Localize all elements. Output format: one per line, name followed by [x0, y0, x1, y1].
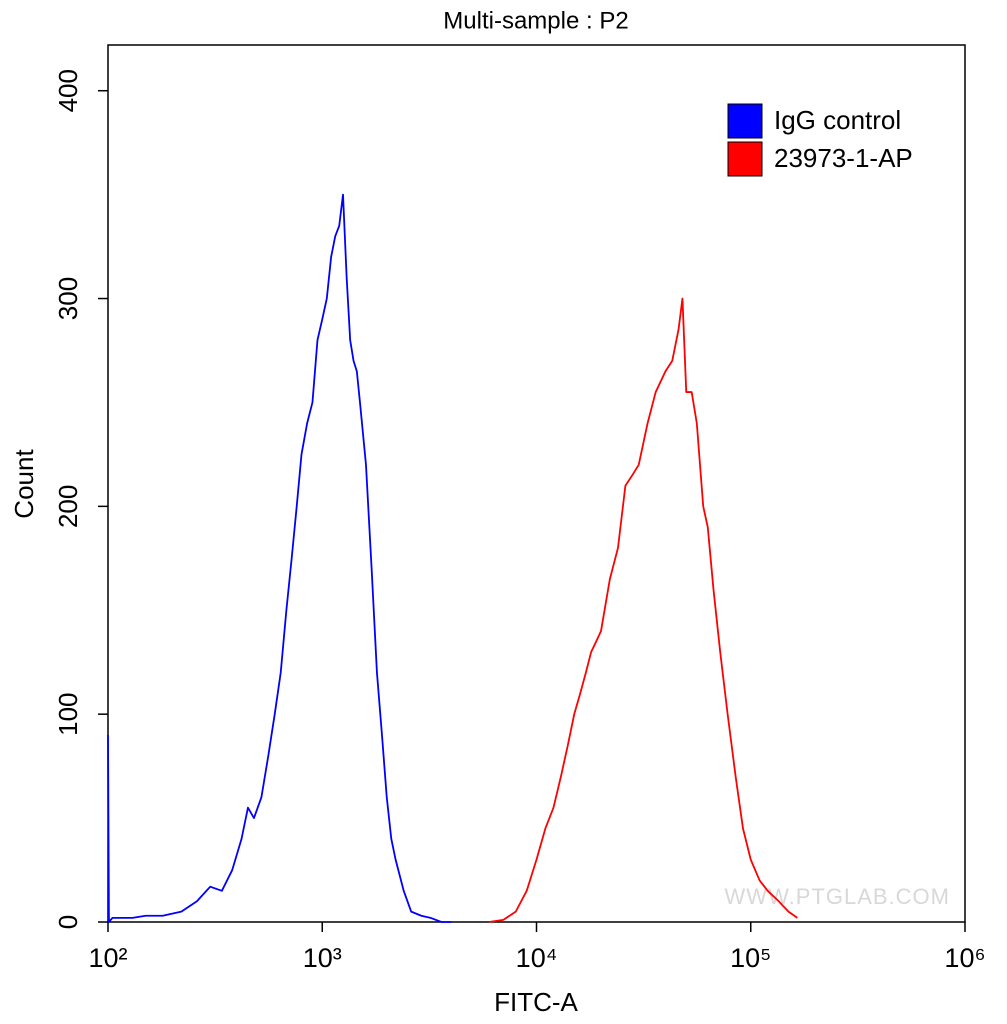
y-axis-label: Count: [9, 449, 39, 519]
chart-title: Multi-sample : P2: [443, 7, 628, 34]
x-tick-label: 10⁵: [730, 943, 771, 973]
histogram-line: [107, 193, 452, 923]
y-tick-label: 0: [53, 915, 83, 929]
y-tick-label: 400: [53, 69, 83, 112]
legend-swatch: [727, 103, 763, 139]
y-tick-label: 100: [53, 692, 83, 735]
legend-label: IgG control: [774, 105, 901, 135]
y-tick-label: 300: [53, 277, 83, 320]
watermark: WWW.PTGLAB.COM: [725, 884, 950, 909]
y-tick-label: 200: [53, 485, 83, 528]
plot-frame: [107, 44, 966, 923]
x-tick-label: 10²: [88, 943, 127, 973]
x-axis-label: FITC-A: [494, 987, 578, 1017]
legend-swatch: [727, 141, 763, 177]
x-tick-label: 10⁴: [516, 943, 558, 973]
x-tick-label: 10³: [303, 943, 342, 973]
x-tick-label: 10⁶: [944, 943, 985, 973]
histogram-line: [488, 297, 798, 923]
legend-label: 23973-1-AP: [774, 143, 913, 173]
